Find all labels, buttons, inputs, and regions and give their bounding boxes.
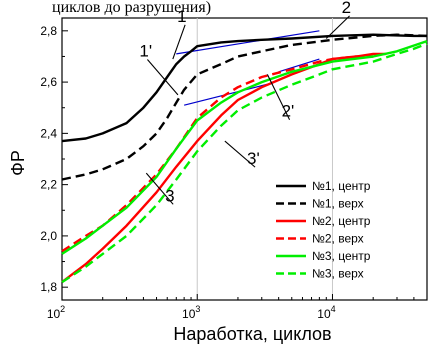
legend-label: №3, центр — [312, 249, 371, 263]
annotation-label: 2 — [342, 0, 351, 17]
curve-annotations: 1 1' 2 2' 3 3' — [139, 0, 351, 205]
series-lines — [61, 33, 428, 284]
x-tick-label-exponent: 2 — [60, 304, 65, 314]
annotation-pointer — [145, 172, 174, 205]
tangent-1 — [176, 30, 320, 55]
x-axis-label: Наработка, циклов — [173, 324, 331, 344]
y-tick-label: 2,4 — [40, 126, 57, 140]
x-tick-label: 103 — [182, 304, 200, 321]
x-tick-label-exponent: 4 — [331, 304, 336, 314]
y-tick-label: 2,8 — [40, 24, 57, 38]
series-line-5 — [61, 39, 428, 255]
annotation-label: 2' — [282, 102, 295, 121]
legend-label: №1, верх — [312, 197, 364, 211]
series-line-2 — [61, 33, 428, 181]
annotation-pointer — [147, 59, 179, 96]
y-tick-label: 1,8 — [40, 280, 57, 294]
legend: №1, центр №1, верх №2, центр №2, верх №3, це… — [276, 179, 371, 281]
annotation-label: 1 — [177, 7, 186, 26]
caption-fragment: циклов до разрушения) — [52, 0, 211, 16]
x-tick-label: 104 — [317, 304, 335, 321]
plot-area — [61, 17, 428, 301]
legend-label: №2, верх — [312, 232, 364, 246]
series-line-1 — [61, 33, 427, 143]
annotation-pointer — [325, 15, 350, 39]
y-tick-label: 2,2 — [40, 178, 57, 192]
y-tick-label: 2,6 — [40, 75, 57, 89]
x-tick-label-base: 10 — [182, 307, 196, 321]
x-tick-label: 102 — [47, 304, 65, 321]
legend-label: №3, верх — [312, 267, 364, 281]
annotation-pointer — [224, 140, 256, 168]
gridlines — [196, 18, 333, 300]
annotation-label: 3' — [247, 149, 260, 168]
legend-label: №2, центр — [312, 214, 371, 228]
x-tick-label-base: 10 — [317, 307, 331, 321]
y-axis-label: ФР — [8, 150, 28, 176]
x-tick-label-exponent: 3 — [195, 304, 200, 314]
legend-label: №1, центр — [312, 179, 371, 193]
annotation-label: 1' — [139, 41, 152, 60]
tangent-2 — [278, 58, 320, 73]
annotation-label: 3 — [165, 186, 174, 205]
annotation-pointer — [266, 74, 291, 120]
annotation-pointer — [172, 24, 186, 60]
series-line-6 — [61, 42, 428, 284]
plot-frame — [61, 17, 428, 301]
y-tick-label: 2,0 — [40, 229, 57, 243]
x-tick-label-base: 10 — [47, 307, 61, 321]
